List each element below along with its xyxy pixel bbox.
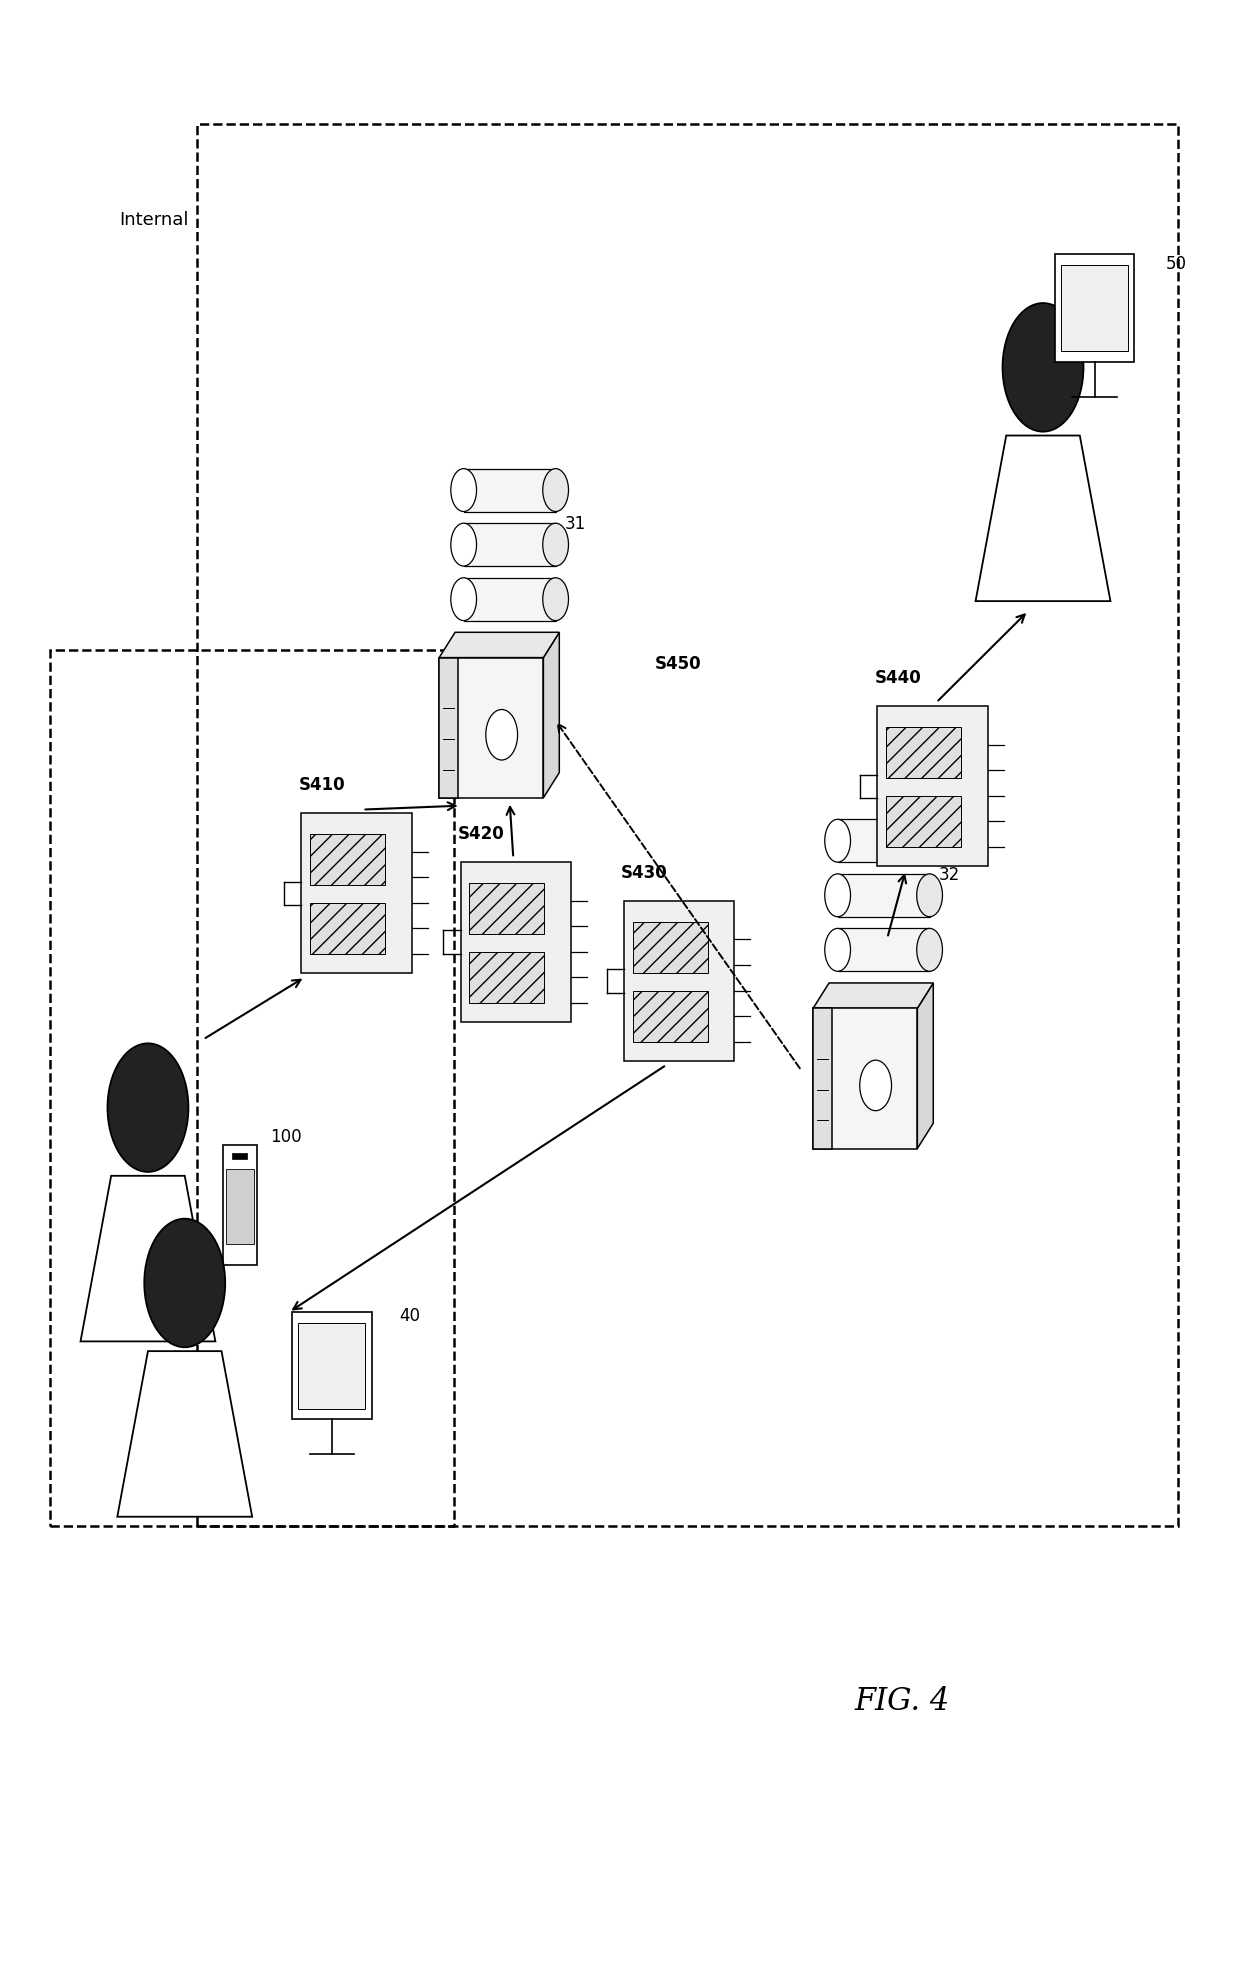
Bar <box>226 1169 254 1244</box>
Ellipse shape <box>825 820 851 861</box>
Ellipse shape <box>451 469 476 512</box>
Ellipse shape <box>451 524 476 567</box>
Ellipse shape <box>916 820 942 861</box>
Bar <box>1061 265 1128 351</box>
Ellipse shape <box>916 873 942 916</box>
Ellipse shape <box>825 928 851 971</box>
Bar <box>887 797 961 848</box>
Text: S410: S410 <box>299 777 346 795</box>
Bar <box>464 524 556 567</box>
Bar <box>838 928 930 971</box>
Bar <box>838 820 930 861</box>
Text: 31: 31 <box>565 514 587 534</box>
Bar <box>470 952 544 1003</box>
Text: 100: 100 <box>270 1128 303 1146</box>
Text: Internal: Internal <box>119 212 188 230</box>
Bar <box>460 861 570 1022</box>
Polygon shape <box>543 632 559 799</box>
Polygon shape <box>918 983 934 1148</box>
Polygon shape <box>118 1352 252 1517</box>
Text: FIG. 4: FIG. 4 <box>854 1685 950 1717</box>
Bar <box>310 834 386 885</box>
Ellipse shape <box>451 577 476 620</box>
Bar <box>813 1008 918 1148</box>
Bar <box>1055 255 1135 361</box>
Bar <box>301 814 412 973</box>
Bar <box>50 649 455 1526</box>
Bar <box>464 577 556 620</box>
Circle shape <box>859 1059 892 1110</box>
Ellipse shape <box>543 469 568 512</box>
Bar <box>632 922 708 973</box>
Bar <box>838 873 930 916</box>
Bar <box>878 706 988 865</box>
Bar <box>232 1154 248 1160</box>
Bar <box>439 657 458 799</box>
Polygon shape <box>439 632 559 657</box>
Bar <box>813 1008 832 1148</box>
Text: S450: S450 <box>655 655 702 673</box>
Circle shape <box>108 1044 188 1171</box>
Text: S440: S440 <box>875 669 921 687</box>
Text: 50: 50 <box>1166 255 1187 273</box>
Bar <box>291 1313 372 1419</box>
Ellipse shape <box>543 524 568 567</box>
Bar <box>470 883 544 934</box>
Bar <box>299 1322 366 1409</box>
Bar <box>887 728 961 779</box>
Text: 40: 40 <box>399 1307 420 1324</box>
Text: 32: 32 <box>939 865 960 883</box>
Circle shape <box>1003 302 1084 432</box>
Bar <box>197 124 1178 1526</box>
Bar <box>624 901 734 1061</box>
Polygon shape <box>813 983 934 1008</box>
Text: S430: S430 <box>621 863 668 881</box>
Bar <box>223 1144 257 1265</box>
Bar <box>464 469 556 512</box>
Circle shape <box>144 1218 226 1348</box>
Bar <box>310 903 386 954</box>
Circle shape <box>486 710 517 759</box>
Polygon shape <box>976 436 1111 600</box>
Text: S420: S420 <box>458 824 505 844</box>
Ellipse shape <box>825 873 851 916</box>
Polygon shape <box>81 1175 216 1342</box>
Bar <box>439 657 543 799</box>
Ellipse shape <box>916 928 942 971</box>
Bar <box>632 991 708 1042</box>
Ellipse shape <box>543 577 568 620</box>
